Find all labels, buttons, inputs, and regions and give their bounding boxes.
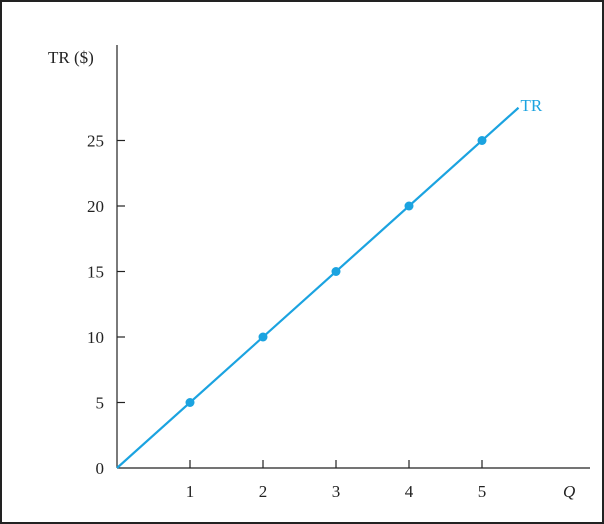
y-tick-label: 10 <box>87 328 104 347</box>
x-tick-label: 1 <box>186 482 195 501</box>
y-axis-title: TR ($) <box>48 48 94 67</box>
y-tick-label: 25 <box>87 132 104 151</box>
series-layer: TR <box>116 96 543 469</box>
x-tick-label: 2 <box>259 482 268 501</box>
x-ticks: 1 2 3 4 5 <box>186 460 487 501</box>
data-point <box>185 398 195 407</box>
data-point <box>258 332 268 342</box>
y-tick-label: 5 <box>96 394 105 413</box>
series-line-tr <box>116 106 520 469</box>
x-tick-label: 3 <box>332 482 341 501</box>
x-tick-label: 5 <box>478 482 487 501</box>
data-point <box>331 267 341 276</box>
data-point <box>404 201 414 211</box>
x-axis-title: Q <box>563 482 575 501</box>
series-label-tr: TR <box>521 96 543 115</box>
y-tick-label: 20 <box>87 197 104 216</box>
y-ticks: 0 5 10 15 20 25 <box>87 132 125 478</box>
x-tick-label: 4 <box>405 482 414 501</box>
y-tick-label: 15 <box>87 263 104 282</box>
data-point <box>477 136 487 145</box>
y-tick-label: 0 <box>96 459 105 478</box>
